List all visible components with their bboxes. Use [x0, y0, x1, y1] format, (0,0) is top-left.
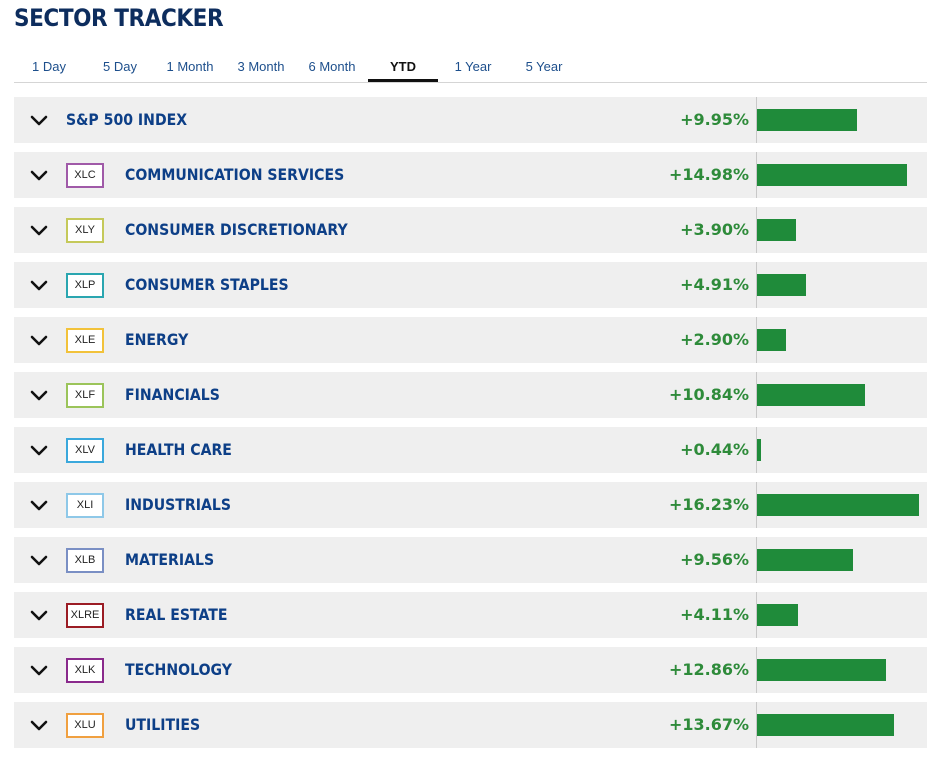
- bar-axis-line: [756, 207, 757, 253]
- chevron-down-icon[interactable]: [28, 495, 50, 515]
- sector-name[interactable]: S&P 500 INDEX: [66, 110, 188, 129]
- percent-change: +4.91%: [680, 275, 749, 294]
- bar-axis-line: [756, 537, 757, 583]
- sector-row[interactable]: XLP CONSUMER STAPLES +4.91%: [14, 262, 927, 308]
- sector-row[interactable]: XLE ENERGY +2.90%: [14, 317, 927, 363]
- percent-change: +16.23%: [668, 495, 749, 514]
- ticker-badge: XLV: [66, 438, 104, 463]
- performance-bar: [757, 604, 798, 626]
- tab-1-month[interactable]: 1 Month: [166, 59, 214, 74]
- bar-axis-line: [756, 97, 757, 143]
- ticker-badge: XLF: [66, 383, 104, 408]
- percent-change: +13.67%: [668, 715, 749, 734]
- ticker-badge: XLY: [66, 218, 104, 243]
- ticker-badge: XLU: [66, 713, 104, 738]
- chevron-down-icon[interactable]: [28, 440, 50, 460]
- performance-bar: [757, 384, 865, 406]
- percent-change: +0.44%: [680, 440, 749, 459]
- percent-change: +14.98%: [668, 165, 749, 184]
- performance-bar: [757, 164, 907, 186]
- sector-name[interactable]: TECHNOLOGY: [125, 660, 232, 679]
- performance-bar: [757, 274, 806, 296]
- chevron-down-icon[interactable]: [28, 660, 50, 680]
- bar-axis-line: [756, 262, 757, 308]
- page-title: SECTOR TRACKER: [14, 4, 224, 32]
- ticker-badge: XLE: [66, 328, 104, 353]
- sector-row[interactable]: XLK TECHNOLOGY +12.86%: [14, 647, 927, 693]
- percent-change: +10.84%: [668, 385, 749, 404]
- chevron-down-icon[interactable]: [28, 550, 50, 570]
- chevron-down-icon[interactable]: [28, 220, 50, 240]
- ticker-badge: XLI: [66, 493, 104, 518]
- sector-row[interactable]: XLRE REAL ESTATE +4.11%: [14, 592, 927, 638]
- percent-change: +12.86%: [668, 660, 749, 679]
- timeframe-tabs: 1 Day 5 Day 1 Month 3 Month 6 Month YTD …: [14, 52, 927, 83]
- sector-row[interactable]: XLI INDUSTRIALS +16.23%: [14, 482, 927, 528]
- ticker-badge: XLC: [66, 163, 104, 188]
- percent-change: +9.95%: [680, 110, 749, 129]
- tab-3-month[interactable]: 3 Month: [237, 59, 285, 74]
- index-row[interactable]: S&P 500 INDEX +9.95%: [14, 97, 927, 143]
- performance-bar: [757, 439, 761, 461]
- tab-ytd[interactable]: YTD: [368, 52, 438, 82]
- sector-name[interactable]: ENERGY: [125, 330, 189, 349]
- tab-5-year[interactable]: 5 Year: [525, 59, 563, 74]
- sector-name[interactable]: COMMUNICATION SERVICES: [125, 165, 345, 184]
- chevron-down-icon[interactable]: [28, 385, 50, 405]
- sector-name[interactable]: UTILITIES: [125, 715, 201, 734]
- chevron-down-icon[interactable]: [28, 330, 50, 350]
- sector-row[interactable]: XLF FINANCIALS +10.84%: [14, 372, 927, 418]
- sector-row[interactable]: XLV HEALTH CARE +0.44%: [14, 427, 927, 473]
- ticker-badge: XLK: [66, 658, 104, 683]
- bar-axis-line: [756, 647, 757, 693]
- performance-bar: [757, 549, 853, 571]
- chevron-down-icon[interactable]: [28, 165, 50, 185]
- percent-change: +4.11%: [680, 605, 749, 624]
- tab-6-month[interactable]: 6 Month: [308, 59, 356, 74]
- sector-row[interactable]: XLY CONSUMER DISCRETIONARY +3.90%: [14, 207, 927, 253]
- tab-1-year[interactable]: 1 Year: [454, 59, 492, 74]
- chevron-down-icon[interactable]: [28, 275, 50, 295]
- bar-axis-line: [756, 152, 757, 198]
- chevron-down-icon[interactable]: [28, 110, 50, 130]
- chevron-down-icon[interactable]: [28, 715, 50, 735]
- percent-change: +2.90%: [680, 330, 749, 349]
- bar-axis-line: [756, 482, 757, 528]
- performance-bar: [757, 714, 894, 736]
- percent-change: +9.56%: [680, 550, 749, 569]
- sector-name[interactable]: CONSUMER STAPLES: [125, 275, 289, 294]
- tab-1-day[interactable]: 1 Day: [32, 59, 66, 74]
- percent-change: +3.90%: [680, 220, 749, 239]
- performance-bar: [757, 219, 796, 241]
- performance-bar: [757, 494, 919, 516]
- chevron-down-icon[interactable]: [28, 605, 50, 625]
- ticker-badge: XLB: [66, 548, 104, 573]
- bar-axis-line: [756, 372, 757, 418]
- tab-5-day[interactable]: 5 Day: [103, 59, 137, 74]
- bar-axis-line: [756, 317, 757, 363]
- sector-row[interactable]: XLB MATERIALS +9.56%: [14, 537, 927, 583]
- sector-row[interactable]: XLU UTILITIES +13.67%: [14, 702, 927, 748]
- performance-bar: [757, 109, 857, 131]
- ticker-badge: XLRE: [66, 603, 104, 628]
- bar-axis-line: [756, 592, 757, 638]
- sector-name[interactable]: CONSUMER DISCRETIONARY: [125, 220, 348, 239]
- ticker-badge: XLP: [66, 273, 104, 298]
- performance-bar: [757, 329, 786, 351]
- performance-bar: [757, 659, 886, 681]
- sector-name[interactable]: INDUSTRIALS: [125, 495, 231, 514]
- sector-name[interactable]: HEALTH CARE: [125, 440, 232, 459]
- sector-name[interactable]: MATERIALS: [125, 550, 215, 569]
- sector-name[interactable]: FINANCIALS: [125, 385, 220, 404]
- sector-name[interactable]: REAL ESTATE: [125, 605, 228, 624]
- sector-row[interactable]: XLC COMMUNICATION SERVICES +14.98%: [14, 152, 927, 198]
- bar-axis-line: [756, 427, 757, 473]
- bar-axis-line: [756, 702, 757, 748]
